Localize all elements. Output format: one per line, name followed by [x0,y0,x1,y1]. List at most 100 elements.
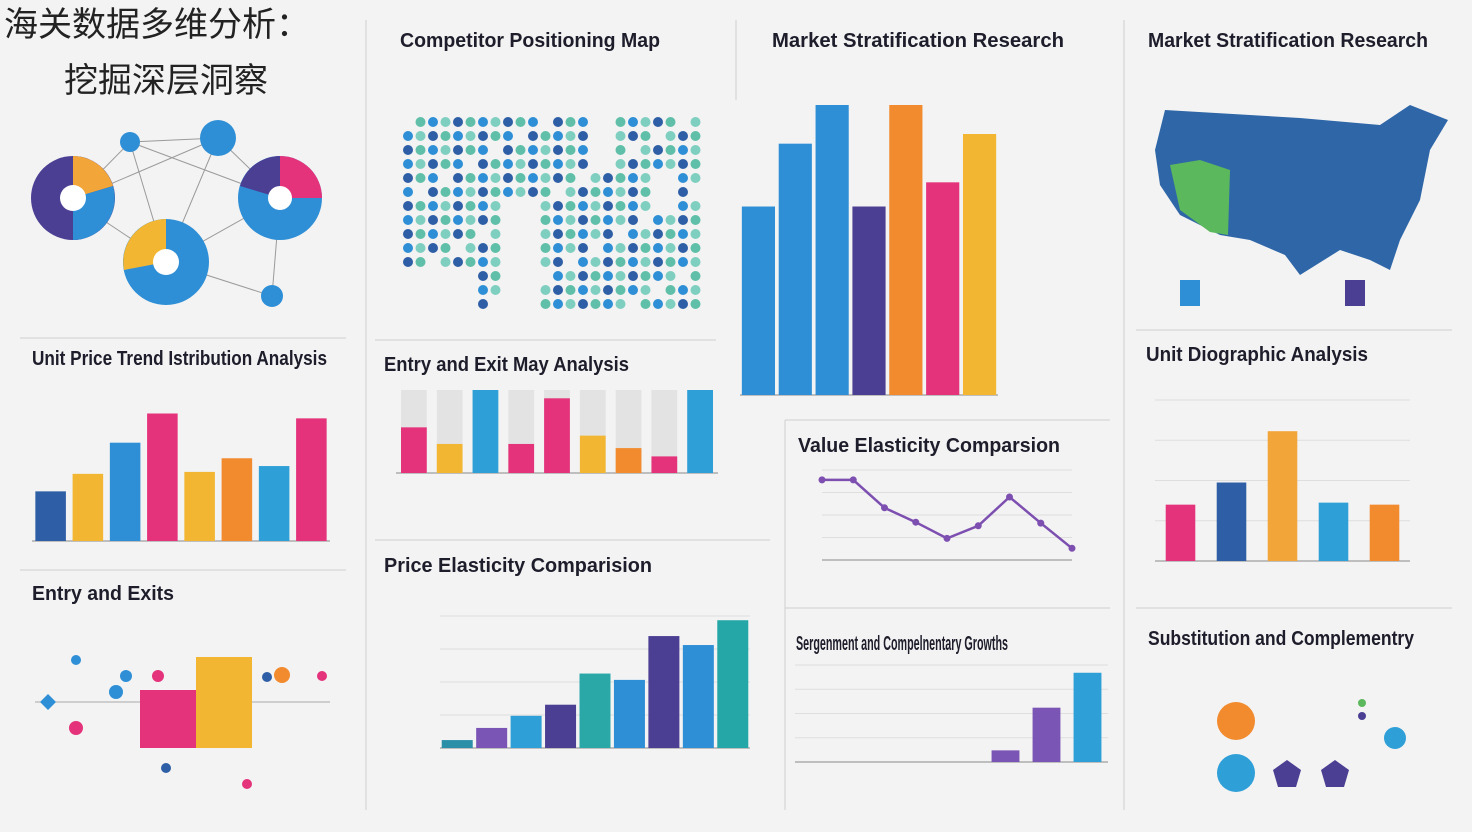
map-dot [665,215,676,225]
map-dot [440,159,451,169]
map-dot [453,257,463,267]
map-dot [403,131,413,141]
map-dot [665,229,676,239]
map-dot [428,173,438,183]
map-dot [640,285,651,295]
map-dot [478,285,488,295]
map-dot [415,117,426,127]
map-dot [628,285,638,295]
map-dot [640,271,651,281]
map-dot [578,299,588,309]
panel-title: Entry and Exits [32,583,174,605]
map-dot [428,201,438,211]
map-dot [428,215,438,225]
map-dot [528,159,538,169]
map-dot [678,159,688,169]
map-dot [553,285,563,295]
map-dot [465,145,476,155]
map-dot [578,229,588,239]
network-diagram [31,120,322,307]
map-dot [590,271,601,281]
map-dot [615,145,626,155]
map-dot [690,145,701,155]
map-dot [640,145,651,155]
map-dot [503,173,513,183]
bar [648,636,680,748]
map-dot [590,215,601,225]
map-dot [565,201,576,211]
map-dot [665,131,676,141]
map-dot [403,243,413,253]
map-dot [603,271,613,281]
bar [889,105,923,395]
map-dot [403,187,413,197]
map-dot [503,117,513,127]
map-dot [453,131,463,141]
map-dot [478,299,488,309]
map-dot [603,215,613,225]
map-dot [540,173,551,183]
map-dot [478,131,488,141]
map-dot [503,187,513,197]
map-dot [653,159,663,169]
map-dot [565,159,576,169]
map-dot [490,159,501,169]
map-dot [665,243,676,253]
map-dot [665,257,676,267]
main-title: 挖掘深层洞察 [64,62,268,100]
map-dot [565,145,576,155]
map-dot [640,159,651,169]
map-dot [515,117,526,127]
map-dot [665,159,676,169]
map-dot [403,229,413,239]
map-dot [628,159,638,169]
map-dot [678,229,688,239]
map-dot [578,187,588,197]
panel-title: Substitution and Complementry [1148,628,1415,650]
map-dot [678,299,688,309]
map-dot [628,173,638,183]
map-dot [678,187,688,197]
map-dot [428,117,438,127]
map-dot [665,285,676,295]
substitution-graphic [1217,699,1406,792]
bar [1073,672,1102,762]
map-dot [678,173,688,183]
map-dot [440,257,451,267]
us-map [1155,105,1448,306]
map-dot [490,187,501,197]
map-dot [565,131,576,141]
map-dot [653,271,663,281]
map-dot [428,187,438,197]
chart-title: Sergenment and Compelnentary Growths [796,633,1008,655]
map-dot [590,285,601,295]
bar [613,679,645,748]
map-dot [403,145,413,155]
map-dot [415,159,426,169]
map-dot [615,173,626,183]
entry-exits-graphic [35,655,330,789]
map-dot [490,215,501,225]
bar [441,740,473,748]
map-dot [403,173,413,183]
map-dot [690,117,701,127]
bar [147,413,178,541]
map-dot [653,257,663,267]
map-dot [403,257,413,267]
map-dot [665,145,676,155]
map-dot [465,257,476,267]
map-dot [540,215,551,225]
map-dot [465,201,476,211]
map-dot [440,215,451,225]
map-dot [565,229,576,239]
panel-title: Competitor Positioning Map [400,30,660,52]
map-dot [465,229,476,239]
map-dot [440,201,451,211]
map-dot [540,159,551,169]
map-dot [690,173,701,183]
map-dot [603,229,613,239]
map-dot [540,243,551,253]
map-dot [478,187,488,197]
map-dot [678,215,688,225]
map-dot [615,243,626,253]
